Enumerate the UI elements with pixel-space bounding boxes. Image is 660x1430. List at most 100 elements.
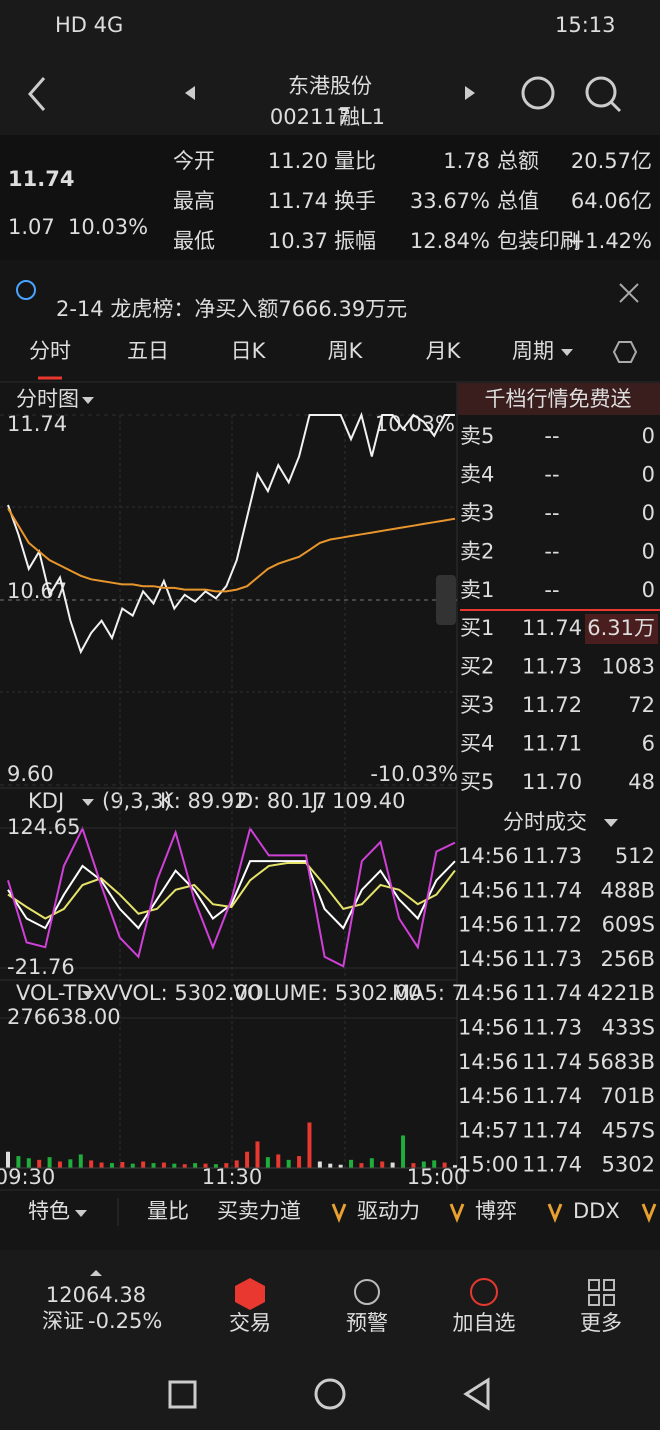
y-tick-label: 124.65 — [7, 815, 80, 839]
volume-bar — [380, 1161, 385, 1168]
quote-value: 10.37 — [268, 229, 328, 253]
chart-tab[interactable]: 五日 — [127, 339, 169, 363]
price-change: 1.07 — [8, 215, 55, 239]
volume-bar — [359, 1163, 364, 1168]
indicator-tab[interactable]: 博弈 — [475, 1199, 517, 1223]
book-price: 11.70 — [522, 770, 582, 794]
dropdown-arrow[interactable] — [82, 991, 94, 998]
trade-time: 14:56 — [458, 1050, 519, 1074]
vol-readout: VOLUME: 5302.00 — [233, 981, 422, 1005]
chart-tab[interactable]: 周期 — [512, 339, 554, 363]
trade-volume: 433S — [602, 1016, 655, 1040]
volume-bar — [411, 1163, 416, 1168]
search-button[interactable] — [585, 76, 617, 108]
y-tick-label: -21.76 — [7, 955, 75, 979]
indicator-tab[interactable]: DDX — [573, 1199, 620, 1223]
vol-title: VOL-TDX — [16, 981, 107, 1005]
banner-bg[interactable] — [458, 383, 660, 415]
index-value: 12064.38 — [46, 1283, 146, 1307]
indicator-tab[interactable]: 量比 — [147, 1199, 189, 1223]
quote-value: 11.20 — [268, 149, 328, 173]
back-button[interactable] — [28, 77, 46, 111]
trade-price: 11.73 — [522, 844, 582, 868]
notice-close[interactable] — [619, 283, 639, 303]
book-label: 买5 — [460, 770, 494, 794]
chart-tab[interactable]: 月K — [426, 339, 462, 363]
book-price: 11.74 — [522, 616, 582, 640]
nav-item[interactable]: 交易 — [229, 1311, 271, 1335]
intraday-line — [7, 411, 455, 655]
next-stock[interactable] — [465, 86, 475, 100]
intraday-line — [7, 507, 456, 593]
trade-price: 11.74 — [522, 1153, 582, 1177]
y-tick-label: 9.60 — [7, 762, 54, 786]
trade-volume: 5302 — [602, 1153, 655, 1177]
notice-text: 2-14 龙虎榜：净买入额7666.39万元 — [56, 297, 407, 321]
volume-bar — [182, 1164, 187, 1168]
trade-price: 11.74 — [522, 1050, 582, 1074]
dropdown-arrow[interactable] — [82, 799, 94, 806]
volume-bar — [141, 1161, 146, 1168]
nav-item[interactable]: 预警 — [346, 1311, 388, 1335]
trade-time: 14:57 — [458, 1118, 519, 1142]
book-volume: 6 — [642, 732, 655, 756]
dropdown-arrow[interactable] — [604, 819, 618, 827]
kdj-line — [7, 860, 456, 930]
prev-stock[interactable] — [185, 86, 195, 100]
y-tick-label: 11.74 — [7, 412, 67, 436]
quote-value: +1.42% — [568, 229, 652, 253]
nav-back[interactable] — [463, 1377, 490, 1411]
volume-bar — [172, 1163, 177, 1168]
volume-bar — [16, 1156, 21, 1168]
quote-value: 12.84% — [410, 229, 490, 253]
quote-label: 总值 — [497, 189, 539, 213]
book-volume: 1083 — [602, 655, 655, 679]
book-price: 11.72 — [522, 693, 582, 717]
volume-bar — [213, 1164, 218, 1168]
book-label: 买3 — [460, 693, 494, 717]
book-price: -- — [544, 424, 559, 448]
trades-title: 分时成交 — [503, 810, 587, 834]
index-name: 深证 — [42, 1309, 84, 1333]
trade-time: 14:56 — [458, 844, 519, 868]
quote-label: 包装印刷 — [497, 229, 581, 253]
chart-tab[interactable]: 日K — [231, 339, 267, 363]
dropdown-arrow[interactable] — [82, 397, 94, 404]
indicator-tab[interactable]: 买卖力道 — [217, 1199, 301, 1223]
chart-tab[interactable]: 周K — [328, 339, 364, 363]
volume-bar — [224, 1163, 229, 1168]
trade-price: 11.74 — [522, 1118, 582, 1142]
volume-bar — [432, 1160, 437, 1168]
v-icon — [449, 1203, 465, 1224]
indicator-tab[interactable]: 特色 — [28, 1199, 70, 1223]
quote-label: 最高 — [173, 189, 215, 213]
book-price: 11.73 — [522, 655, 582, 679]
volume-bar — [390, 1162, 395, 1168]
book-label: 买4 — [460, 732, 494, 756]
x-tick-label: 15:00 — [407, 1165, 468, 1189]
book-label: 卖2 — [460, 540, 494, 564]
trade-price: 11.73 — [522, 1016, 582, 1040]
book-label: 卖1 — [460, 578, 494, 602]
nav-item[interactable]: 更多 — [580, 1311, 622, 1335]
chart-tab[interactable]: 分时 — [29, 339, 71, 363]
nav-item[interactable]: 加自选 — [453, 1311, 516, 1335]
volume-bar — [99, 1162, 104, 1168]
quote-label: 振幅 — [334, 229, 376, 253]
nav-watch-icon — [470, 1278, 498, 1306]
indicator-tab[interactable]: 驱动力 — [357, 1199, 420, 1223]
dropdown-arrow[interactable] — [75, 1210, 87, 1217]
assistant-button[interactable] — [521, 76, 555, 110]
chart-settings[interactable] — [612, 341, 638, 363]
price-change-pct: 10.03% — [68, 215, 148, 239]
nav-home[interactable] — [314, 1378, 346, 1410]
chart-expand[interactable] — [436, 575, 456, 625]
trade-price: 11.73 — [522, 947, 582, 971]
v-icon — [641, 1203, 657, 1224]
volume-bar — [89, 1160, 94, 1168]
volume-bar — [349, 1159, 354, 1168]
nav-recent[interactable] — [168, 1380, 197, 1409]
notice-bar[interactable] — [0, 275, 660, 335]
vol-readout: MA5: 7 — [392, 981, 465, 1005]
